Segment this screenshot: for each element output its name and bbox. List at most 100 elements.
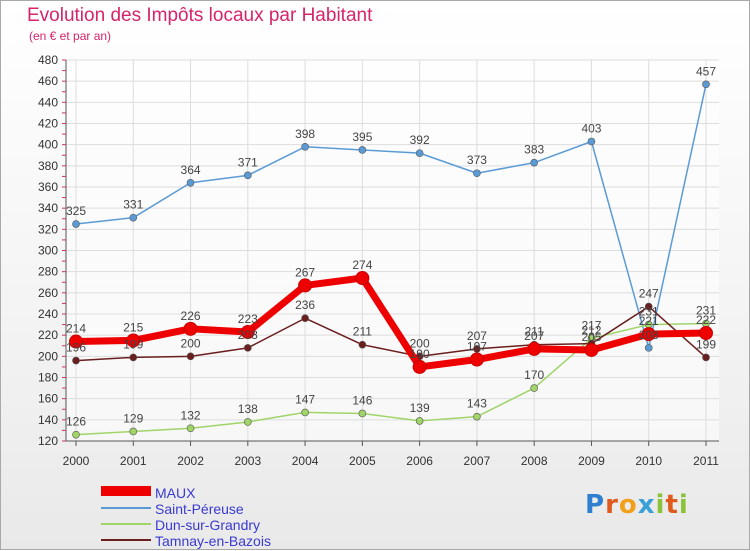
data-label-dun-sur-grandry: 217 [581, 318, 601, 332]
data-label-tamnay-en-bazois: 208 [238, 328, 258, 342]
legend-label: Tamnay-en-Bazois [155, 533, 271, 549]
data-label-maux: 222 [696, 313, 716, 327]
data-label-dun-sur-grandry: 132 [181, 408, 201, 422]
x-tick-label: 2006 [406, 454, 433, 468]
y-tick-label: 300 [38, 244, 58, 258]
series-line-saint-pereuse [75, 84, 707, 349]
data-point-dun-sur-grandry [72, 430, 80, 439]
data-point-saint-pereuse [129, 213, 138, 222]
legend-swatch-tamnay-en-bazois [101, 539, 151, 541]
y-tick-label: 340 [38, 201, 58, 215]
proxiti-logo: Proxiti [585, 490, 689, 520]
data-label-dun-sur-grandry: 147 [295, 392, 315, 406]
data-label-dun-sur-grandry: 138 [238, 402, 258, 416]
data-label-dun-sur-grandry: 170 [524, 368, 544, 382]
data-label-maux: 207 [524, 329, 544, 343]
data-point-tamnay-en-bazois [72, 356, 80, 365]
y-tick-label: 120 [38, 434, 58, 448]
data-label-maux: 267 [295, 265, 315, 279]
data-point-tamnay-en-bazois [473, 345, 481, 353]
legend-label: Dun-sur-Grandry [155, 517, 261, 533]
data-label-saint-pereuse: 364 [181, 163, 201, 177]
data-point-dun-sur-grandry [358, 409, 367, 418]
data-point-saint-pereuse [244, 171, 252, 180]
data-point-maux [183, 321, 198, 336]
chart-title: Evolution des Impôts locaux par Habitant [27, 5, 373, 26]
data-point-dun-sur-grandry [186, 424, 195, 433]
x-tick-label: 2011 [693, 454, 719, 468]
legend-item: Dun-sur-Grandry [101, 517, 401, 533]
x-tick-label: 2003 [234, 454, 261, 468]
y-tick-label: 240 [38, 307, 58, 321]
y-tick-label: 220 [38, 328, 58, 342]
data-label-saint-pereuse: 392 [410, 133, 430, 147]
data-point-tamnay-en-bazois [301, 314, 309, 323]
data-label-dun-sur-grandry: 129 [123, 411, 143, 425]
x-tick-label: 2010 [635, 454, 662, 468]
y-tick-label: 280 [38, 265, 58, 279]
data-point-dun-sur-grandry [415, 417, 424, 425]
y-tick-label: 480 [38, 53, 58, 67]
data-label-tamnay-en-bazois: 200 [410, 336, 430, 350]
data-point-maux [240, 324, 255, 339]
x-tick-label: 2001 [120, 454, 147, 468]
x-tick-label: 2000 [63, 454, 90, 468]
data-point-maux [584, 342, 599, 357]
data-point-dun-sur-grandry [244, 418, 252, 426]
data-point-saint-pereuse [358, 146, 367, 154]
data-point-tamnay-en-bazois [129, 353, 138, 362]
data-point-dun-sur-grandry [530, 384, 538, 392]
data-label-maux: 205 [581, 330, 601, 344]
data-label-tamnay-en-bazois: 199 [696, 337, 716, 351]
x-tick-label: 2002 [177, 454, 204, 468]
data-label-maux: 274 [352, 258, 372, 272]
legend-swatch-maux [101, 486, 151, 496]
data-label-saint-pereuse: 208 [639, 328, 659, 342]
data-point-tamnay-en-bazois [702, 353, 710, 362]
data-point-tamnay-en-bazois [244, 344, 252, 352]
y-tick-label: 460 [38, 74, 58, 88]
data-point-dun-sur-grandry [129, 427, 138, 436]
data-point-maux [69, 334, 83, 349]
data-point-maux [469, 352, 484, 367]
data-label-dun-sur-grandry: 126 [66, 415, 86, 429]
series-line-dun-sur-grandry [75, 322, 707, 436]
data-label-tamnay-en-bazois: 236 [295, 298, 315, 312]
x-tick-label: 2007 [464, 454, 491, 468]
data-point-tamnay-en-bazois [644, 302, 653, 311]
data-label-dun-sur-grandry: 231 [696, 304, 716, 318]
series-line-maux [75, 274, 707, 371]
data-point-saint-pereuse [644, 344, 653, 352]
data-label-tamnay-en-bazois: 207 [467, 329, 487, 343]
data-label-maux: 223 [238, 312, 258, 326]
x-tick-label: 2008 [521, 454, 548, 468]
y-tick-label: 140 [38, 413, 58, 427]
data-point-dun-sur-grandry [473, 412, 481, 421]
data-point-tamnay-en-bazois [186, 352, 195, 361]
data-label-saint-pereuse: 373 [467, 153, 487, 167]
y-tick-label: 420 [38, 117, 58, 131]
data-label-saint-pereuse: 395 [352, 130, 372, 144]
data-label-maux: 190 [410, 347, 430, 361]
data-label-saint-pereuse: 325 [66, 204, 86, 218]
y-tick-label: 360 [38, 180, 58, 194]
data-point-saint-pereuse [72, 220, 80, 228]
chart-subtitle: (en € et par an) [29, 29, 112, 43]
data-label-tamnay-en-bazois: 212 [581, 324, 601, 338]
data-point-maux [126, 333, 141, 348]
y-tick-label: 180 [38, 371, 58, 385]
data-point-maux [527, 341, 542, 356]
legend: MAUX Saint-Péreuse Dun-sur-Grandry Tamna… [101, 485, 401, 549]
data-point-maux [641, 327, 656, 342]
data-label-tamnay-en-bazois: 196 [66, 341, 86, 355]
data-point-saint-pereuse [530, 158, 538, 167]
data-label-tamnay-en-bazois: 211 [353, 325, 372, 339]
data-label-maux: 221 [639, 314, 659, 328]
data-label-dun-sur-grandry: 231 [639, 305, 659, 319]
legend-item: Saint-Péreuse [101, 501, 401, 517]
x-tick-label: 2004 [292, 454, 319, 468]
data-label-saint-pereuse: 457 [696, 64, 716, 78]
data-label-maux: 197 [467, 340, 487, 354]
